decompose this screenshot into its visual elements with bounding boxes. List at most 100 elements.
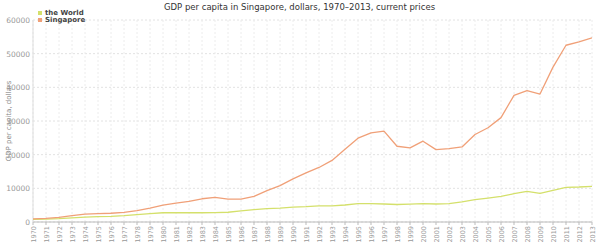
x-axis xyxy=(33,222,592,223)
x-grid-line xyxy=(254,20,255,222)
series-line xyxy=(33,186,592,219)
x-grid-line xyxy=(410,20,411,222)
x-tick-label: 1998 xyxy=(394,226,402,243)
grid xyxy=(33,20,592,222)
x-grid-line xyxy=(371,20,372,222)
x-tick-label: 2001 xyxy=(433,226,441,243)
y-grid-line xyxy=(33,222,592,223)
x-grid-line xyxy=(72,20,73,222)
y-grid-line xyxy=(33,188,592,189)
x-tick-label: 2009 xyxy=(537,226,545,243)
y-grid-line xyxy=(33,20,592,21)
x-tick-label: 1988 xyxy=(264,226,272,243)
x-grid-line xyxy=(137,20,138,222)
x-grid-line xyxy=(319,20,320,222)
x-grid-line xyxy=(384,20,385,222)
x-tick-label: 1989 xyxy=(277,226,285,243)
x-grid-line xyxy=(46,20,47,222)
legend-swatch xyxy=(38,18,42,22)
x-tick-label: 2007 xyxy=(511,226,519,243)
x-grid-line xyxy=(241,20,242,222)
x-tick-label: 1986 xyxy=(238,226,246,243)
x-grid-line xyxy=(293,20,294,222)
legend-label: Singapore xyxy=(45,16,85,24)
y-tick-label: 20000 xyxy=(6,151,30,160)
x-tick-label: 1997 xyxy=(381,226,389,243)
x-grid-line xyxy=(475,20,476,222)
x-grid-line xyxy=(59,20,60,222)
x-tick-label: 1990 xyxy=(290,226,298,243)
x-grid-line xyxy=(228,20,229,222)
x-tick-label: 1970 xyxy=(30,226,38,243)
x-grid-line xyxy=(306,20,307,222)
x-grid-line xyxy=(449,20,450,222)
x-tick-label: 1975 xyxy=(95,226,103,243)
x-tick-label: 1995 xyxy=(355,226,363,243)
x-tick-label: 2008 xyxy=(524,226,532,243)
x-tick-label: 1976 xyxy=(108,226,116,243)
x-tick-label: 1974 xyxy=(82,226,90,243)
x-grid-line xyxy=(280,20,281,222)
x-grid-line xyxy=(553,20,554,222)
x-tick-label: 2005 xyxy=(485,226,493,243)
x-tick-label: 1984 xyxy=(212,226,220,243)
y-grid-line xyxy=(33,87,592,88)
x-grid-line xyxy=(150,20,151,222)
x-tick-label: 1981 xyxy=(173,226,181,243)
x-tick-label: 2000 xyxy=(420,226,428,243)
legend-swatch xyxy=(38,11,42,15)
title: GDP per capita in Singapore, dollars, 19… xyxy=(164,2,436,12)
x-grid-line xyxy=(436,20,437,222)
x-grid-line xyxy=(358,20,359,222)
series-line xyxy=(33,38,592,219)
x-grid-line xyxy=(163,20,164,222)
x-grid-line xyxy=(202,20,203,222)
x-tick-label: 1978 xyxy=(134,226,142,243)
x-tick-label: 2011 xyxy=(563,226,571,243)
x-tick-label: 1996 xyxy=(368,226,376,243)
x-tick-label: 1971 xyxy=(43,226,51,243)
x-grid-line xyxy=(111,20,112,222)
x-grid-line xyxy=(176,20,177,222)
x-tick-label: 1991 xyxy=(303,226,311,243)
x-tick-label: 1992 xyxy=(316,226,324,243)
x-grid-line xyxy=(501,20,502,222)
x-grid-line xyxy=(397,20,398,222)
chart: GDP per capita in Singapore, dollars, 19… xyxy=(0,0,599,243)
x-tick-label: 2012 xyxy=(576,226,584,243)
x-tick-label: 1973 xyxy=(69,226,77,243)
y-grid-line xyxy=(33,154,592,155)
x-grid-line xyxy=(98,20,99,222)
x-tick-label: 1993 xyxy=(329,226,337,243)
x-tick-label: 1977 xyxy=(121,226,129,243)
x-tick-label: 1980 xyxy=(160,226,168,243)
x-grid-line xyxy=(540,20,541,222)
x-tick-label: 2013 xyxy=(589,226,597,243)
x-tick-label: 1972 xyxy=(56,226,64,243)
x-grid-line xyxy=(579,20,580,222)
x-grid-line xyxy=(215,20,216,222)
x-grid-line xyxy=(423,20,424,222)
y-grid-line xyxy=(33,53,592,54)
x-tick-label: 2006 xyxy=(498,226,506,243)
y-tick-label: 40000 xyxy=(6,83,30,92)
x-grid-line xyxy=(332,20,333,222)
y-tick-label: 0 xyxy=(25,218,30,227)
y-tick-label: 50000 xyxy=(6,50,30,59)
x-grid-line xyxy=(566,20,567,222)
x-tick-label: 1987 xyxy=(251,226,259,243)
x-grid-line xyxy=(592,20,593,222)
x-grid-line xyxy=(462,20,463,222)
x-grid-line xyxy=(124,20,125,222)
x-tick-label: 1979 xyxy=(147,226,155,243)
x-grid-line xyxy=(267,20,268,222)
x-tick-label: 2003 xyxy=(459,226,467,243)
y-tick-label: 10000 xyxy=(6,184,30,193)
y-tick-label: 60000 xyxy=(6,16,30,25)
x-tick-label: 1999 xyxy=(407,226,415,243)
y-grid-line xyxy=(33,121,592,122)
x-tick-label: 1994 xyxy=(342,226,350,243)
x-grid-line xyxy=(85,20,86,222)
x-tick-label: 1985 xyxy=(225,226,233,243)
x-tick-label: 2010 xyxy=(550,226,558,243)
